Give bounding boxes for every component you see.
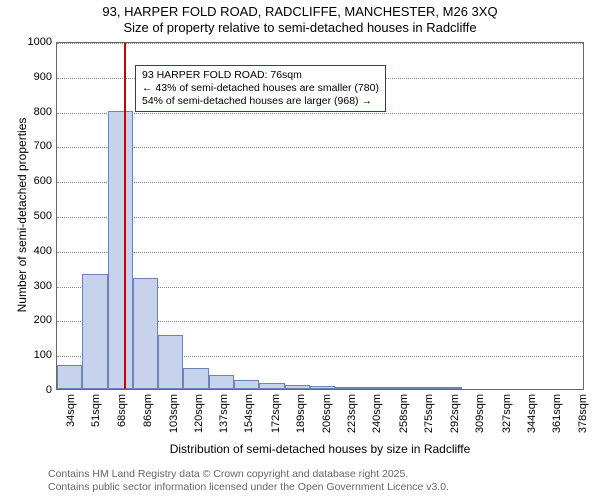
y-tick-label: 800 xyxy=(0,106,52,118)
subject-marker-line xyxy=(124,43,126,389)
annot-line-1: 93 HARPER FOLD ROAD: 76sqm xyxy=(142,69,379,82)
y-tick-label: 500 xyxy=(0,210,52,222)
y-tick-label: 1000 xyxy=(0,36,52,48)
y-tick-label: 0 xyxy=(0,384,52,396)
x-tick-label: 292sqm xyxy=(449,394,461,433)
y-tick-label: 100 xyxy=(0,349,52,361)
histogram-bar xyxy=(209,375,234,389)
gridline xyxy=(57,113,583,114)
gridline xyxy=(57,182,583,183)
histogram-bar xyxy=(310,386,335,389)
gridline xyxy=(57,147,583,148)
x-tick-label: 68sqm xyxy=(116,394,128,427)
y-tick-label: 600 xyxy=(0,175,52,187)
x-tick-label: 206sqm xyxy=(321,394,333,433)
x-tick-label: 327sqm xyxy=(501,394,513,433)
histogram-bar xyxy=(234,380,259,389)
histogram-bar xyxy=(436,387,461,389)
x-tick-label: 120sqm xyxy=(193,394,205,433)
x-tick-label: 86sqm xyxy=(142,394,154,427)
footer-line-1: Contains HM Land Registry data © Crown c… xyxy=(48,468,449,481)
gridline xyxy=(57,43,583,44)
y-tick-label: 900 xyxy=(0,71,52,83)
histogram-bar xyxy=(57,365,82,389)
x-tick-label: 344sqm xyxy=(526,394,538,433)
x-tick-label: 34sqm xyxy=(65,394,77,427)
annot-line-2: ← 43% of semi-detached houses are smalle… xyxy=(142,82,379,95)
y-tick-label: 700 xyxy=(0,140,52,152)
histogram-bar xyxy=(259,383,284,389)
histogram-bar xyxy=(285,385,310,389)
histogram-bar xyxy=(386,387,411,389)
x-tick-label: 378sqm xyxy=(577,394,589,433)
x-tick-label: 189sqm xyxy=(295,394,307,433)
title-line-2: Size of property relative to semi-detach… xyxy=(0,20,600,36)
x-tick-label: 223sqm xyxy=(346,394,358,433)
y-tick-label: 400 xyxy=(0,245,52,257)
histogram-bar xyxy=(158,335,183,389)
x-tick-label: 137sqm xyxy=(218,394,230,433)
y-tick-label: 300 xyxy=(0,280,52,292)
plot-area: 93 HARPER FOLD ROAD: 76sqm ← 43% of semi… xyxy=(56,42,584,390)
histogram-bar xyxy=(133,278,158,389)
gridline xyxy=(57,217,583,218)
annotation-box: 93 HARPER FOLD ROAD: 76sqm ← 43% of semi… xyxy=(135,65,386,112)
x-tick-label: 172sqm xyxy=(270,394,282,433)
histogram-bar xyxy=(108,111,133,389)
attribution-footer: Contains HM Land Registry data © Crown c… xyxy=(48,468,449,494)
histogram-bar xyxy=(82,274,107,389)
x-tick-label: 275sqm xyxy=(423,394,435,433)
x-tick-label: 51sqm xyxy=(90,394,102,427)
x-tick-label: 361sqm xyxy=(551,394,563,433)
histogram-bar xyxy=(335,387,360,389)
histogram-bar xyxy=(411,387,436,389)
chart-stage: 93, HARPER FOLD ROAD, RADCLIFFE, MANCHES… xyxy=(0,0,600,500)
x-tick-label: 154sqm xyxy=(243,394,255,433)
x-tick-label: 309sqm xyxy=(474,394,486,433)
x-axis-label: Distribution of semi-detached houses by … xyxy=(56,442,584,456)
annot-line-3: 54% of semi-detached houses are larger (… xyxy=(142,95,379,108)
x-tick-label: 240sqm xyxy=(371,394,383,433)
footer-line-2: Contains public sector information licen… xyxy=(48,481,449,494)
histogram-bar xyxy=(183,368,208,389)
histogram-bar xyxy=(360,387,385,389)
y-tick-label: 200 xyxy=(0,314,52,326)
gridline xyxy=(57,252,583,253)
chart-title: 93, HARPER FOLD ROAD, RADCLIFFE, MANCHES… xyxy=(0,4,600,37)
x-tick-label: 103sqm xyxy=(168,394,180,433)
title-line-1: 93, HARPER FOLD ROAD, RADCLIFFE, MANCHES… xyxy=(0,4,600,20)
x-tick-label: 258sqm xyxy=(398,394,410,433)
